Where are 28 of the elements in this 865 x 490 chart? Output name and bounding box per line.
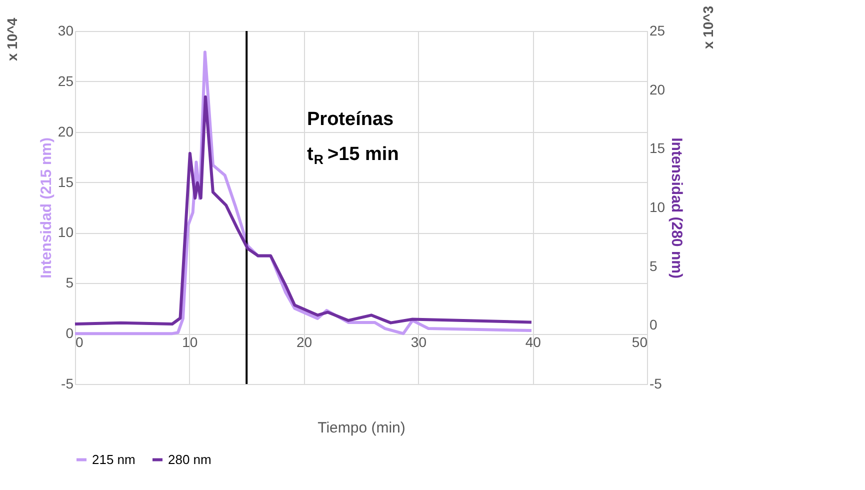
legend-label: 215 nm [92,452,136,467]
y-tick-label: 20 [58,123,74,140]
x-axis-title: Tiempo (min) [318,420,406,436]
y-tick-label: 30 [58,22,74,38]
y2-tick-label: 5 [650,258,658,274]
y-tick-label: 5 [66,274,74,291]
x-tick-label: 30 [410,334,427,350]
legend-label: 280 nm [168,452,212,467]
y2-tick-label: 20 [650,81,666,98]
x-tick-label: 50 [632,334,648,350]
y2-tick-label: -5 [650,376,662,392]
x-tick-label: 10 [182,334,198,350]
x-tick-label: 20 [296,334,312,350]
line-series [74,95,533,326]
y2-axis-title: Intensidad (280 nm) [668,138,686,278]
y-axis-title: Intensidad (215 nm) [38,138,55,278]
x-tick-label: 40 [525,334,542,350]
y2-tick-label: 10 [650,199,666,215]
y2-tick-label: 0 [650,316,658,333]
y-tick-label: -5 [61,376,74,392]
y-tick-label: 10 [58,224,74,240]
y-tick-label: 25 [58,72,74,89]
y2-tick-label: 15 [650,140,666,156]
y2-tick-label: 25 [650,22,666,38]
text: x 10^3 [700,6,716,49]
annotation: Proteínas [307,109,394,130]
text: x 10^4 [4,18,20,61]
y-tick-label: 15 [58,174,74,190]
